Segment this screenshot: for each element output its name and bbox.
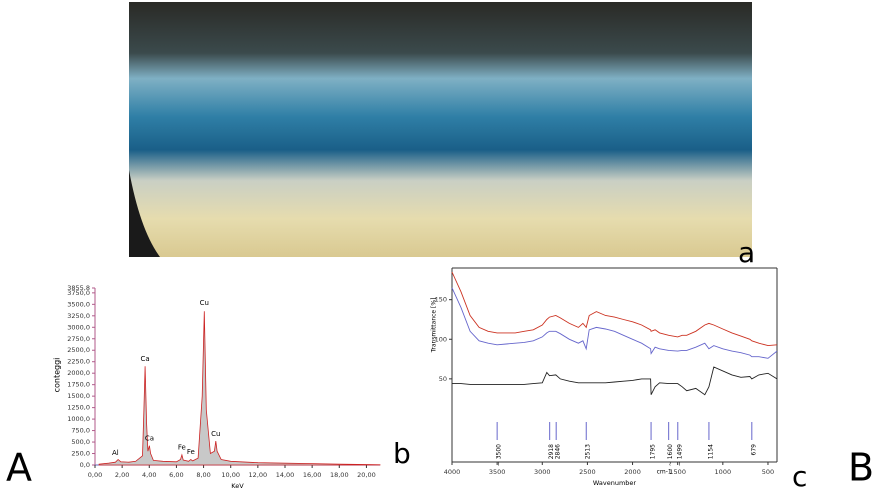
peak-label: Ca bbox=[140, 355, 149, 363]
x-tick-label: 16,00 bbox=[303, 471, 322, 479]
x-axis-label: Wavenumber bbox=[593, 479, 637, 487]
y-tick-label: 2250,0 bbox=[67, 358, 90, 366]
x-tick-label: 14,00 bbox=[276, 471, 295, 479]
y-tick-label: 150 bbox=[435, 296, 447, 304]
y-tick-label: 3750,0 bbox=[67, 289, 90, 297]
panel-label: A bbox=[6, 446, 32, 490]
x-tick-label: 10,00 bbox=[221, 471, 240, 479]
spectrum-line bbox=[451, 287, 778, 359]
panel-label: a bbox=[738, 236, 755, 269]
peak-label: Al bbox=[112, 449, 119, 457]
y-tick-label: 2000,0 bbox=[67, 369, 90, 377]
y-axis-label: Transmittance [%] bbox=[431, 298, 438, 354]
y-tick-label: 2750,0 bbox=[67, 335, 90, 343]
peak-marker-label: ~ 1600 bbox=[667, 444, 674, 466]
peak-marker-label: 679 bbox=[750, 444, 757, 456]
panel-label: B bbox=[848, 446, 874, 490]
y-tick-label: 1000,0 bbox=[67, 415, 90, 423]
x-tick-label: 18,00 bbox=[330, 471, 349, 479]
spectrum-line bbox=[451, 271, 778, 347]
micrograph-corner bbox=[129, 170, 160, 257]
peak-label: Cu bbox=[211, 430, 220, 438]
y-tick-label: 100 bbox=[435, 335, 447, 343]
y-tick-label: 50 bbox=[439, 375, 447, 383]
x-tick-label: 1000 bbox=[715, 468, 732, 476]
y-tick-label: 3855,8 bbox=[67, 284, 90, 292]
x-tick-label: 6,00 bbox=[169, 471, 183, 479]
peak-label: Cu bbox=[200, 299, 209, 307]
peak-marker-label: 1154 bbox=[707, 444, 714, 459]
y-tick-label: 250,0 bbox=[71, 450, 90, 458]
x-tick-label: 4,00 bbox=[142, 471, 156, 479]
peak-label: Ca bbox=[145, 434, 154, 442]
x-tick-label: 8,00 bbox=[196, 471, 210, 479]
peak-marker-label: ~ 1499 bbox=[676, 444, 683, 466]
y-tick-label: 2500,0 bbox=[67, 346, 90, 354]
x-tick-label: 2500 bbox=[579, 468, 596, 476]
peak-marker-label: 2918 bbox=[548, 444, 555, 459]
y-tick-label: 500,0 bbox=[71, 438, 90, 446]
peak-label: Fe bbox=[187, 448, 195, 456]
peak-marker-label: 2513 bbox=[585, 444, 592, 459]
x-unit: cm-1 bbox=[657, 469, 672, 476]
y-tick-label: 3500,0 bbox=[67, 300, 90, 308]
y-tick-label: 1250,0 bbox=[67, 404, 90, 412]
panel-label: c bbox=[792, 460, 807, 493]
x-tick-label: 1500 bbox=[669, 468, 686, 476]
x-tick-label: 500 bbox=[762, 468, 774, 476]
y-tick-label: 0,0 bbox=[80, 461, 90, 469]
peak-marker-label: 1795 bbox=[650, 444, 657, 459]
x-tick-label: 4000 bbox=[444, 468, 461, 476]
x-tick-label: 0,00 bbox=[88, 471, 102, 479]
x-tick-label: 3000 bbox=[534, 468, 551, 476]
y-axis-label: conteggi bbox=[53, 358, 62, 393]
spectrum-area bbox=[98, 311, 381, 466]
peak-marker-label: ~ 3500 bbox=[496, 444, 503, 466]
peak-label: Fe bbox=[178, 444, 186, 452]
x-tick-label: 2,00 bbox=[115, 471, 129, 479]
y-tick-label: 1500,0 bbox=[67, 392, 90, 400]
x-tick-label: 12,00 bbox=[249, 471, 268, 479]
peak-marker-label: 2846 bbox=[555, 444, 562, 459]
spectrum-line bbox=[452, 366, 778, 396]
y-tick-label: 3250,0 bbox=[67, 312, 90, 320]
panel-label: b bbox=[393, 437, 411, 470]
y-tick-label: 3000,0 bbox=[67, 323, 90, 331]
x-tick-label: 2000 bbox=[624, 468, 641, 476]
x-tick-label: 3500 bbox=[489, 468, 506, 476]
x-tick-label: 20,00 bbox=[357, 471, 376, 479]
y-tick-label: 750,0 bbox=[71, 427, 90, 435]
x-axis-label: KeV bbox=[231, 482, 244, 490]
y-tick-label: 1750,0 bbox=[67, 381, 90, 389]
micrograph bbox=[129, 2, 752, 257]
